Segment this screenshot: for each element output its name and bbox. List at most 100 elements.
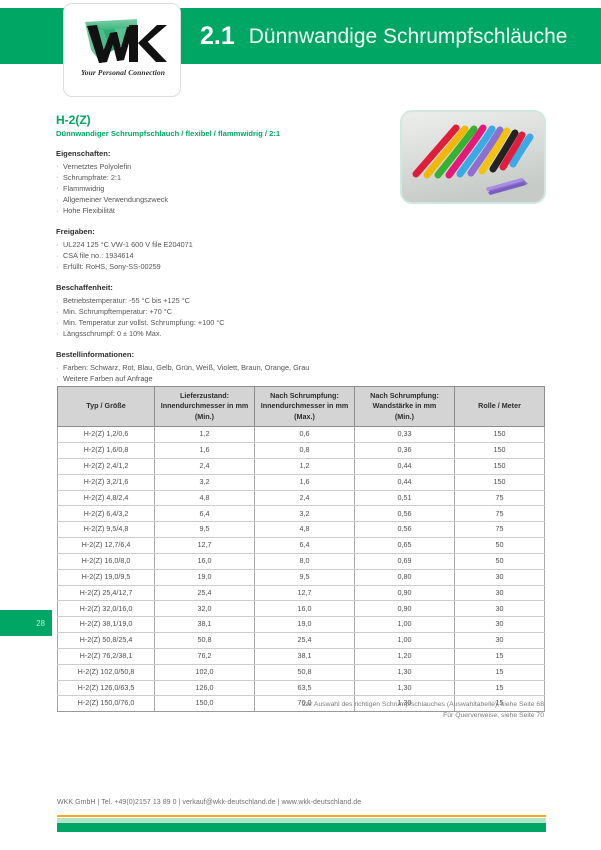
cell-nach-schrumpfung-wand: 0,56 — [354, 505, 455, 523]
cell-lieferzustand: 2,4 — [154, 457, 255, 475]
cell-nach-schrumpfung-id: 63,5 — [254, 679, 355, 697]
cell-nach-schrumpfung-id: 76,0 — [254, 695, 355, 713]
cell-lieferzustand: 4,8 — [154, 489, 255, 507]
list-item: Betriebstemperatur: -55 °C bis +125 °C — [56, 295, 386, 306]
cell-nach-schrumpfung-wand: 0,33 — [354, 426, 455, 444]
table-row: H-2(Z) 2,4/1,2 2,4 1,2 0,44 150 — [57, 457, 545, 475]
cell-nach-schrumpfung-id: 38,1 — [254, 647, 355, 665]
cell-lieferzustand: 1,2 — [154, 426, 255, 444]
section-heading: Beschaffenheit: — [56, 283, 113, 293]
logo-tagline: Your Personal Connection — [80, 68, 166, 77]
section-list: Betriebstemperatur: -55 °C bis +125 °C M… — [56, 295, 386, 339]
cell-nach-schrumpfung-id: 3,2 — [254, 505, 355, 523]
cell-typ: H-2(Z) 4,8/2,4 — [57, 489, 155, 507]
product-photo — [400, 110, 546, 204]
list-item: Längsschrumpf: 0 ± 10% Max. — [56, 328, 386, 339]
cell-rolle: 150 — [454, 442, 545, 459]
cell-typ: H-2(Z) 2,4/1,2 — [57, 457, 155, 475]
cell-nach-schrumpfung-id: 8,0 — [254, 552, 355, 570]
cell-nach-schrumpfung-wand: 0,69 — [354, 552, 455, 570]
cell-rolle: 15 — [454, 695, 545, 713]
table-row: H-2(Z) 1,2/0,6 1,2 0,6 0,33 150 — [57, 426, 545, 444]
cell-lieferzustand: 76,2 — [154, 647, 255, 665]
table-row: H-2(Z) 3,2/1,6 3,2 1,6 0,44 150 — [57, 473, 545, 491]
cell-typ: H-2(Z) 25,4/12,7 — [57, 584, 155, 602]
cell-nach-schrumpfung-id: 12,7 — [254, 584, 355, 602]
cell-typ: H-2(Z) 3,2/1,6 — [57, 473, 155, 491]
cell-typ: H-2(Z) 102,0/50,8 — [57, 663, 155, 681]
product-subtitle: Dünnwandiger Schrumpfschlauch / flexibel… — [56, 128, 281, 138]
cell-nach-schrumpfung-wand: 1,20 — [354, 647, 455, 665]
page-number: 28 — [36, 618, 45, 628]
logo-card: Your Personal Connection — [63, 3, 181, 97]
table-head: Typ / Größe Lieferzustand: Innendurchmes… — [57, 385, 545, 428]
cell-nach-schrumpfung-wand: 0,44 — [354, 457, 455, 475]
product-code: H-2(Z) — [56, 113, 91, 127]
cell-nach-schrumpfung-id: 19,0 — [254, 616, 355, 634]
list-item: Schrumpfrate: 2:1 — [56, 171, 386, 183]
cell-rolle: 50 — [454, 537, 545, 554]
cell-typ: H-2(Z) 1,2/0,6 — [57, 426, 155, 444]
cell-rolle: 30 — [454, 616, 545, 634]
cell-rolle: 75 — [454, 505, 545, 523]
header-title-group: 2.1 Dünnwandige Schrumpfschläuche — [200, 8, 567, 64]
cell-rolle: 30 — [454, 600, 545, 618]
table-row: H-2(Z) 12,7/6,4 12,7 6,4 0,65 50 — [57, 537, 545, 554]
cell-rolle: 30 — [454, 584, 545, 602]
table-row: H-2(Z) 38,1/19,0 38,1 19,0 1,00 30 — [57, 616, 545, 634]
cell-typ: H-2(Z) 12,7/6,4 — [57, 537, 155, 554]
note-line-1: Zur Auswahl des richtigen Schrumpfschlau… — [302, 701, 544, 708]
cell-typ: H-2(Z) 16,0/8,0 — [57, 552, 155, 570]
cell-nach-schrumpfung-wand: 0,56 — [354, 521, 455, 539]
cell-lieferzustand: 9,5 — [154, 521, 255, 539]
column-header-nach-schrumpfung-id: Nach Schrumpfung: Innendurchmesser in mm… — [254, 385, 355, 428]
cell-nach-schrumpfung-id: 6,4 — [254, 537, 355, 554]
cell-lieferzustand: 12,7 — [154, 537, 255, 554]
cell-typ: H-2(Z) 150,0/76,0 — [57, 695, 155, 713]
section-number: 2.1 — [200, 21, 235, 50]
cell-lieferzustand: 126,0 — [154, 679, 255, 697]
cell-lieferzustand: 32,0 — [154, 600, 255, 618]
column-header-rolle: Rolle / Meter — [454, 385, 545, 428]
cell-typ: H-2(Z) 6,4/3,2 — [57, 505, 155, 523]
cell-nach-schrumpfung-id: 1,2 — [254, 457, 355, 475]
column-header-typ: Typ / Größe — [57, 385, 155, 428]
cell-typ: H-2(Z) 126,0/63,5 — [57, 679, 155, 697]
list-item: Weitere Farben auf Anfrage — [56, 373, 386, 384]
cell-typ: H-2(Z) 50,8/25,4 — [57, 632, 155, 649]
list-item: Min. Temperatur zur vollst. Schrumpfung:… — [56, 317, 386, 328]
cell-typ: H-2(Z) 38,1/19,0 — [57, 616, 155, 634]
cell-lieferzustand: 19,0 — [154, 568, 255, 586]
list-item: CSA file no.: 1934614 — [56, 250, 386, 261]
cell-lieferzustand: 25,4 — [154, 584, 255, 602]
footer-rule-green — [57, 823, 546, 832]
cell-nach-schrumpfung-wand: 0,51 — [354, 489, 455, 507]
cell-lieferzustand: 50,8 — [154, 632, 255, 649]
wkk-logo-icon — [64, 16, 182, 68]
cell-rolle: 15 — [454, 679, 545, 697]
cell-nach-schrumpfung-wand: 0,44 — [354, 473, 455, 491]
page-number-tab: 28 — [0, 610, 52, 636]
table-row: H-2(Z) 4,8/2,4 4,8 2,4 0,51 75 — [57, 489, 545, 507]
table-row: H-2(Z) 16,0/8,0 16,0 8,0 0,69 50 — [57, 552, 545, 570]
table-row: H-2(Z) 25,4/12,7 25,4 12,7 0,90 30 — [57, 584, 545, 602]
cell-nach-schrumpfung-id: 0,6 — [254, 426, 355, 444]
table-row: H-2(Z) 76,2/38,1 76,2 38,1 1,20 15 — [57, 647, 545, 665]
cell-rolle: 150 — [454, 426, 545, 444]
cell-nach-schrumpfung-wand: 0,65 — [354, 537, 455, 554]
cell-nach-schrumpfung-id: 2,4 — [254, 489, 355, 507]
cell-rolle: 30 — [454, 632, 545, 649]
list-item: Allgemeiner Verwendungszweck — [56, 193, 386, 205]
product-info: H-2(Z) Dünnwandiger Schrumpfschlauch / f… — [56, 113, 386, 407]
section-list: UL224 125 °C VW-1 600 V file E204071 CSA… — [56, 239, 386, 272]
section-heading: Bestellinformationen: — [56, 350, 135, 360]
cell-lieferzustand: 102,0 — [154, 663, 255, 681]
cell-lieferzustand: 6,4 — [154, 505, 255, 523]
table-row: H-2(Z) 9,5/4,8 9,5 4,8 0,56 75 — [57, 521, 545, 539]
cell-typ: H-2(Z) 19,0/9,5 — [57, 568, 155, 586]
list-item: Erfüllt: RoHS, Sony-SS-00259 — [56, 261, 386, 272]
cell-lieferzustand: 3,2 — [154, 473, 255, 491]
cell-rolle: 150 — [454, 473, 545, 491]
list-item: Vernetztes Polyolefin — [56, 160, 386, 172]
section-beschaffenheit: Beschaffenheit: Betriebstemperatur: -55 … — [56, 283, 386, 339]
